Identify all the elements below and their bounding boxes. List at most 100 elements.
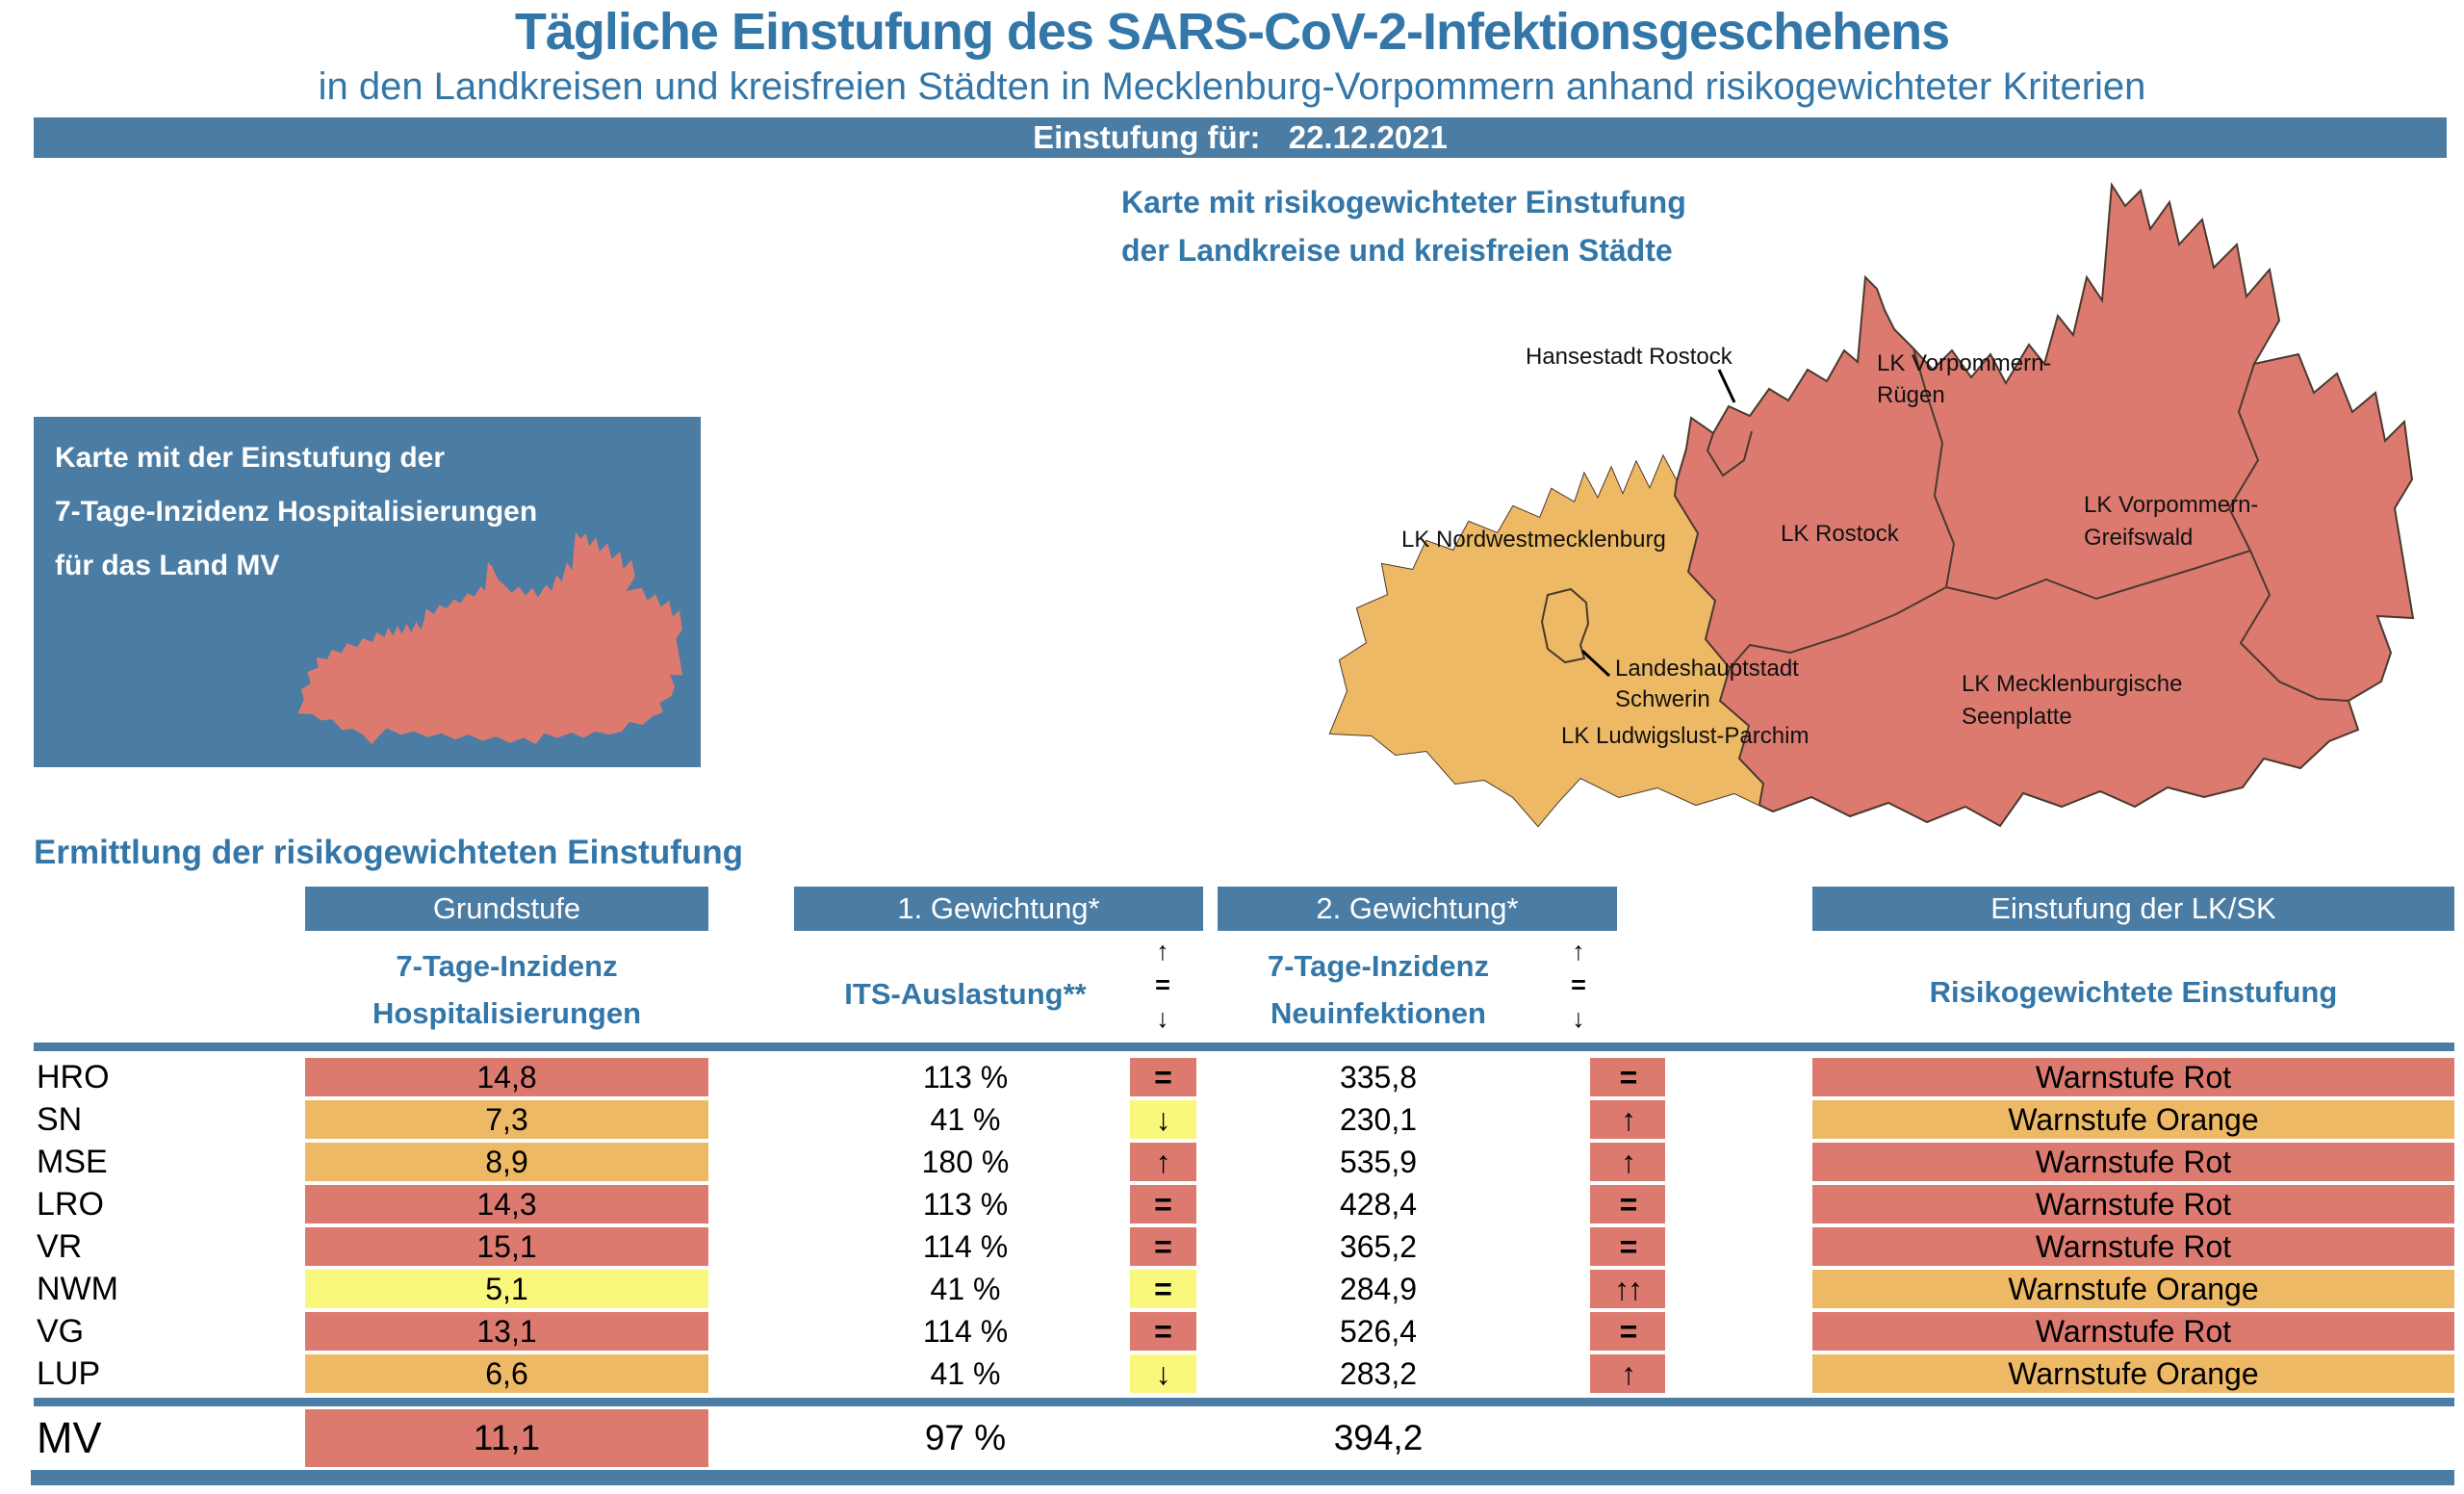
- row-label: VR: [37, 1228, 83, 1265]
- neuinfektionen-value: 283,2: [1339, 1356, 1418, 1391]
- grundstufe-cell: 14,3: [305, 1185, 708, 1224]
- its-value: 180 %: [921, 1145, 1010, 1179]
- equal-icon: =: [1571, 970, 1586, 999]
- border-vr-vg: [2227, 363, 2260, 552]
- risk-map-title: Karte mit risikogewichteter Einstufung d…: [1121, 178, 1891, 274]
- border-lro-vr: [1912, 348, 1956, 588]
- risk-map-title-line1: Karte mit risikogewichteter Einstufung: [1121, 185, 1686, 219]
- trend1-cell: ↓: [1130, 1100, 1196, 1139]
- table-row-lup: LUP 6,6 41 % ↓ 283,2 ↑ Warnstufe Orange: [0, 1352, 2464, 1395]
- rating-cell: Warnstufe Rot: [1812, 1227, 2454, 1266]
- arrow-down-icon: ↓: [1156, 1004, 1169, 1033]
- subheader-hospitalisierung: 7-Tage-Inzidenz Hospitalisierungen: [372, 949, 642, 1030]
- divider-summary: [34, 1398, 2454, 1406]
- table-row-vr: VR 15,1 114 % = 365,2 = Warnstufe Rot: [0, 1225, 2464, 1268]
- trend1-cell: =: [1130, 1185, 1196, 1224]
- grundstufe-cell: 14,8: [305, 1058, 708, 1096]
- map-label-rostock-city: Hansestadt Rostock: [1526, 344, 1733, 370]
- its-value: 97 %: [924, 1418, 1007, 1457]
- its-value: 41 %: [930, 1272, 1001, 1306]
- trend2-cell: =: [1590, 1058, 1665, 1096]
- risk-map-title-line2: der Landkreise und kreisfreien Städte: [1121, 233, 1673, 268]
- trend1-cell: =: [1130, 1058, 1196, 1096]
- arrow-down-icon: ↓: [1572, 1004, 1585, 1033]
- map-label-vorpommern-ruegen-2: Rügen: [1877, 382, 1945, 408]
- grundstufe-cell: 11,1: [305, 1409, 708, 1467]
- map-label-ludwigslust-parchim: LK Ludwigslust-Parchim: [1561, 723, 1809, 749]
- mv-silhouette-map: [297, 531, 683, 745]
- map-label-seenplatte: LK Mecklenburgische: [1962, 671, 2182, 697]
- page-title: Tägliche Einstufung des SARS-CoV-2-Infek…: [514, 3, 1950, 61]
- its-value: 114 %: [922, 1314, 1009, 1349]
- trend1-cell: =: [1130, 1312, 1196, 1351]
- grundstufe-cell: 15,1: [305, 1227, 708, 1266]
- trend2-cell: =: [1590, 1227, 1665, 1266]
- border-orange-red: [1673, 403, 1765, 826]
- left-map-caption-line2: 7-Tage-Inzidenz Hospitalisierungen: [55, 496, 538, 528]
- trend1-cell: =: [1130, 1270, 1196, 1308]
- table-row-nwm: NWM 5,1 41 % = 284,9 ↑↑ Warnstufe Orange: [0, 1268, 2464, 1310]
- its-value: 41 %: [930, 1102, 1001, 1137]
- grundstufe-cell: 7,3: [305, 1100, 708, 1139]
- map-label-nordwestmecklenburg: LK Nordwestmecklenburg: [1401, 527, 1666, 553]
- border-rostock-city: [1706, 430, 1753, 477]
- its-value: 114 %: [922, 1229, 1009, 1264]
- its-value: 41 %: [930, 1356, 1001, 1391]
- hospitalization-map-panel: Karte mit der Einstufung der 7-Tage-Inzi…: [34, 417, 701, 767]
- row-label: VG: [37, 1313, 85, 1350]
- subheader-its: ITS-Auslastung**: [844, 977, 1087, 1011]
- row-label: HRO: [37, 1059, 110, 1095]
- neuinfektionen-value: 284,9: [1339, 1272, 1418, 1306]
- col-header-einstufung: Einstufung der LK/SK: [1812, 887, 2454, 931]
- subheader-risikogewichtete-einstufung: Risikogewichtete Einstufung: [1929, 975, 2338, 1009]
- date-bar-value: 22.12.2021: [1288, 119, 1448, 155]
- neuinfektionen-value: 428,4: [1339, 1187, 1418, 1222]
- neuinfektionen-value: 335,8: [1339, 1060, 1418, 1095]
- risk-classification-map: Hansestadt Rostock LK Vorpommern- Rügen …: [1329, 184, 2414, 827]
- grundstufe-cell: 6,6: [305, 1354, 708, 1393]
- row-label: SN: [37, 1101, 83, 1138]
- date-bar-label: Einstufung für:: [1033, 119, 1261, 155]
- border-lro-mse: [1729, 586, 1947, 669]
- map-label-vorpommern-greifswald: LK Vorpommern-: [2084, 492, 2258, 518]
- neuinfektionen-value: 365,2: [1339, 1229, 1418, 1264]
- map-label-vorpommern-ruegen: LK Vorpommern-: [1877, 350, 2051, 376]
- rating-cell: Warnstufe Rot: [1812, 1312, 2454, 1351]
- border-vr-mse: [1945, 550, 2251, 601]
- arrow-up-icon: ↑: [1572, 937, 1585, 966]
- arrow-up-icon: ↑: [1156, 937, 1169, 966]
- neuinfektionen-value: 394,2: [1333, 1418, 1424, 1457]
- map-label-schwerin-2: Schwerin: [1615, 686, 1710, 712]
- map-label-schwerin: Landeshauptstadt: [1615, 656, 1799, 682]
- trend1-cell: ↓: [1130, 1354, 1196, 1393]
- pointer-schwerin: [1580, 649, 1611, 678]
- map-label-seenplatte-2: Seenplatte: [1962, 704, 2072, 730]
- rating-cell: Warnstufe Rot: [1812, 1143, 2454, 1181]
- its-value: 113 %: [922, 1060, 1009, 1095]
- page-subtitle: in den Landkreisen und kreisfreien Städt…: [318, 65, 2146, 108]
- border-vg-mse: [2239, 550, 2349, 702]
- left-map-caption-line3: für das Land MV: [55, 550, 280, 581]
- trend2-cell: ↑↑: [1590, 1270, 1665, 1308]
- left-map-caption-line1: Karte mit der Einstufung der: [55, 442, 446, 474]
- table-row-hro: HRO 14,8 113 % = 335,8 = Warnstufe Rot: [0, 1056, 2464, 1098]
- its-value: 113 %: [922, 1187, 1009, 1222]
- bottom-bar: [31, 1470, 2454, 1485]
- row-label: MSE: [37, 1144, 108, 1180]
- table-row-lro: LRO 14,3 113 % = 428,4 = Warnstufe Rot: [0, 1183, 2464, 1225]
- rating-cell: Warnstufe Orange: [1812, 1354, 2454, 1393]
- rating-cell: Warnstufe Orange: [1812, 1270, 2454, 1308]
- row-label: NWM: [37, 1271, 118, 1307]
- neuinfektionen-value: 526,4: [1339, 1314, 1418, 1349]
- table-row-vg: VG 13,1 114 % = 526,4 = Warnstufe Rot: [0, 1310, 2464, 1352]
- rating-cell: Warnstufe Rot: [1812, 1185, 2454, 1224]
- date-bar: Einstufung für: 22.12.2021: [34, 117, 2447, 158]
- section-title: Ermittlung der risikogewichteten Einstuf…: [34, 834, 743, 871]
- trend2-cell: ↑: [1590, 1100, 1665, 1139]
- row-label: MV: [37, 1413, 102, 1462]
- col-header-gewichtung2: 2. Gewichtung*: [1218, 887, 1617, 931]
- equal-icon: =: [1155, 970, 1170, 999]
- row-label: LUP: [37, 1355, 101, 1392]
- grundstufe-cell: 8,9: [305, 1143, 708, 1181]
